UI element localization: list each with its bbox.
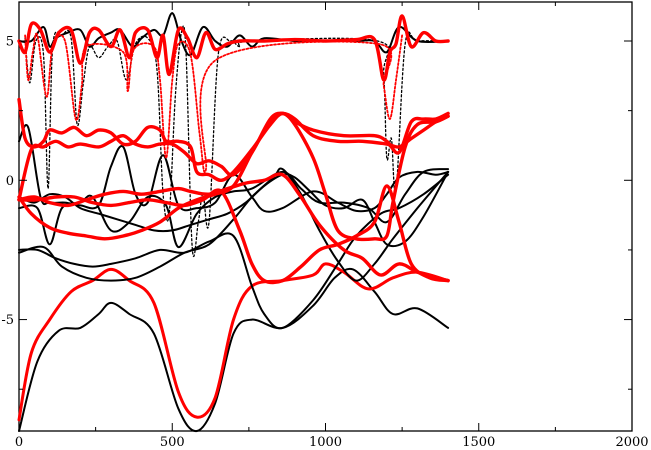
y-tick-label-0: 0 [6,174,14,189]
series-line-0 [18,267,450,433]
y-tick-label--5: -5 [1,313,14,328]
series-line-11 [17,111,450,202]
x-tick-label-500: 500 [160,435,185,450]
x-tick-label-0: 0 [15,435,23,450]
series-layer [17,12,450,433]
series-line-14 [17,184,450,285]
series-line-7 [18,12,450,57]
y-tick-label-5: 5 [6,35,14,50]
series-line-10 [17,97,450,183]
series-line-5 [18,170,450,248]
series-line-15 [24,32,403,173]
series-line-1 [17,262,450,422]
series-line-8 [24,25,449,257]
x-tick-label-2000: 2000 [615,435,648,450]
x-tick-label-1000: 1000 [309,435,342,450]
x-tick-label-1500: 1500 [462,435,495,450]
series-line-9 [17,14,450,82]
series-line-13 [17,111,450,242]
